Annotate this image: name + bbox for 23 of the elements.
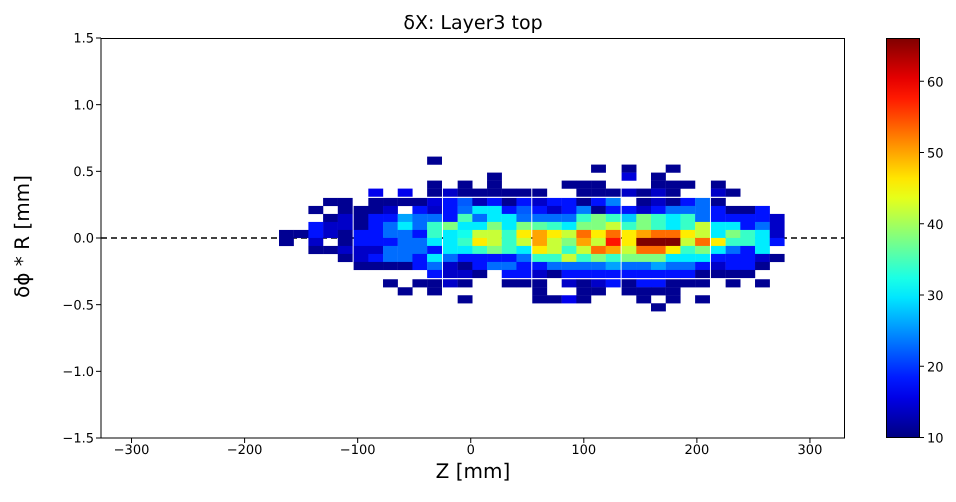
y-tick-label: 1.0 <box>73 98 94 114</box>
color-bar-label: 60 <box>927 75 944 90</box>
x-tick-label: 100 <box>571 443 596 458</box>
x-tick-label: −200 <box>226 443 262 458</box>
y-tick-label: −0.5 <box>62 298 94 314</box>
x-tick-label: −300 <box>114 443 150 458</box>
y-tick-label: −1.5 <box>62 432 94 447</box>
color-bar-label: 30 <box>927 289 944 304</box>
y-tick-label: 1.5 <box>73 32 94 47</box>
x-tick-label: −100 <box>340 443 376 458</box>
x-tick-label: 200 <box>684 443 710 458</box>
x-axis-title: Z [mm] <box>434 458 512 484</box>
chart-title: δX: Layer3 top <box>402 12 544 34</box>
y-axis-title: δϕ * R [mm] <box>10 175 34 298</box>
y-tick-label: 0.0 <box>73 232 94 247</box>
color-bar-label: 10 <box>927 432 944 446</box>
x-tick-label: 300 <box>798 443 822 458</box>
color-bar-label: 20 <box>927 360 944 376</box>
color-bar-label: 50 <box>927 146 944 162</box>
color-bar-label: 40 <box>927 218 944 233</box>
y-tick-label: 0.5 <box>73 164 94 180</box>
x-tick-label: 0 <box>466 443 475 458</box>
y-tick-label: −1.0 <box>62 364 94 380</box>
